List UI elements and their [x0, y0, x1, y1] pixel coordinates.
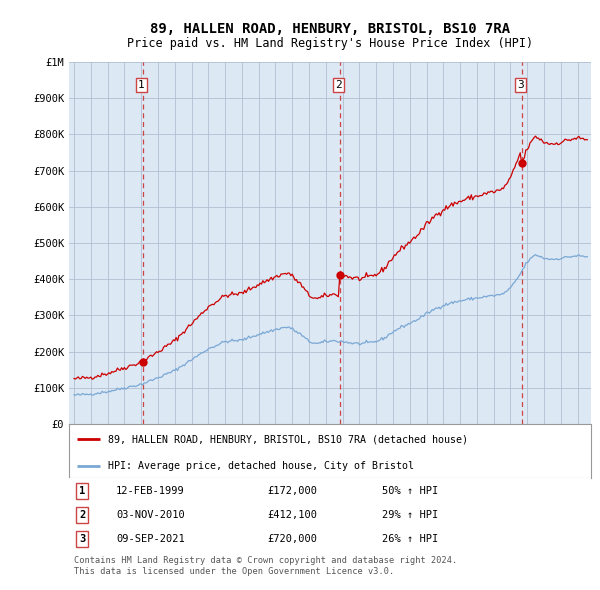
- Text: £172,000: £172,000: [268, 486, 317, 496]
- Text: 50% ↑ HPI: 50% ↑ HPI: [382, 486, 439, 496]
- Text: Contains HM Land Registry data © Crown copyright and database right 2024.: Contains HM Land Registry data © Crown c…: [74, 556, 457, 565]
- Text: 29% ↑ HPI: 29% ↑ HPI: [382, 510, 439, 520]
- Text: 2: 2: [79, 510, 85, 520]
- Text: 89, HALLEN ROAD, HENBURY, BRISTOL, BS10 7RA (detached house): 89, HALLEN ROAD, HENBURY, BRISTOL, BS10 …: [108, 434, 468, 444]
- Text: 1: 1: [79, 486, 85, 496]
- Text: 26% ↑ HPI: 26% ↑ HPI: [382, 534, 439, 544]
- Text: 89, HALLEN ROAD, HENBURY, BRISTOL, BS10 7RA: 89, HALLEN ROAD, HENBURY, BRISTOL, BS10 …: [150, 22, 510, 36]
- Text: 1: 1: [138, 80, 145, 90]
- Text: 12-FEB-1999: 12-FEB-1999: [116, 486, 185, 496]
- Text: Price paid vs. HM Land Registry's House Price Index (HPI): Price paid vs. HM Land Registry's House …: [127, 37, 533, 50]
- Text: 09-SEP-2021: 09-SEP-2021: [116, 534, 185, 544]
- Text: 03-NOV-2010: 03-NOV-2010: [116, 510, 185, 520]
- Text: This data is licensed under the Open Government Licence v3.0.: This data is licensed under the Open Gov…: [74, 567, 394, 576]
- Text: 3: 3: [79, 534, 85, 544]
- Text: 3: 3: [517, 80, 524, 90]
- Text: HPI: Average price, detached house, City of Bristol: HPI: Average price, detached house, City…: [108, 461, 414, 471]
- Text: 2: 2: [335, 80, 341, 90]
- Text: £720,000: £720,000: [268, 534, 317, 544]
- Text: £412,100: £412,100: [268, 510, 317, 520]
